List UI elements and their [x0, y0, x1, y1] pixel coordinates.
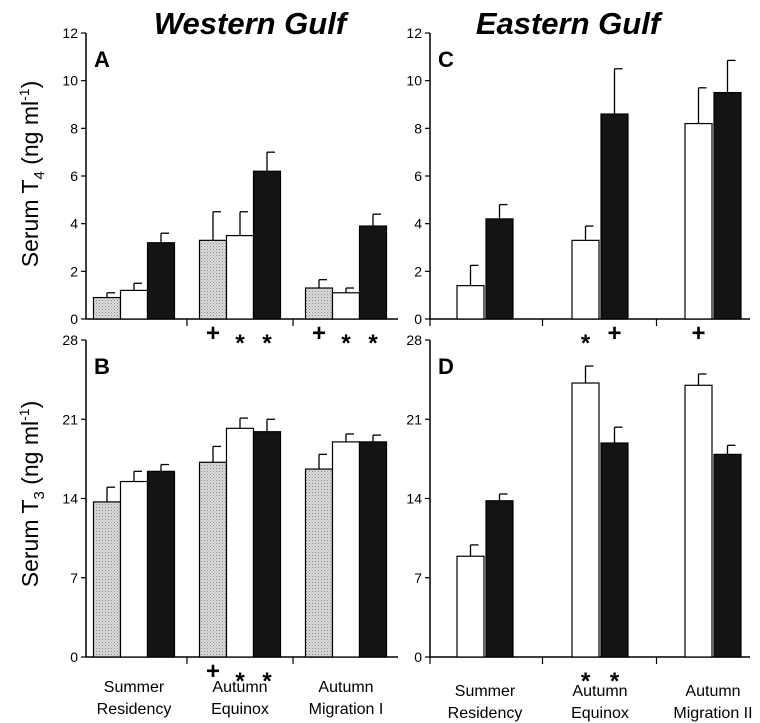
panel-letter: A: [94, 47, 110, 72]
bar-filled: [146, 242, 176, 320]
category-label: Summer: [455, 683, 516, 700]
y-tick-label: 14: [62, 491, 78, 507]
y-tick-label: 0: [414, 649, 422, 665]
asterisk-mark: *: [368, 330, 378, 357]
bar-filled: [485, 500, 514, 658]
asterisk-mark: *: [581, 668, 591, 695]
y-tick-label: 21: [406, 411, 422, 427]
bar-open: [225, 234, 255, 320]
category-label: Equinox: [571, 705, 629, 722]
panel-d: 0 7 14 21 28 D * *: [406, 332, 750, 695]
bar-open: [331, 292, 361, 320]
y-tick-label: 0: [414, 311, 422, 327]
panel-letter: D: [438, 354, 454, 379]
panel-a: 0 2 4 6 8 10 12 A + * * + * *: [62, 25, 398, 357]
category-label: Migration I: [309, 701, 384, 718]
y-tick-label: 10: [62, 73, 78, 89]
bar-open: [684, 122, 713, 320]
bar-filled: [485, 218, 514, 320]
bar-open: [119, 289, 149, 320]
eastern-gulf-title: Eastern Gulf: [476, 6, 663, 41]
y-tick-label: 10: [406, 73, 422, 89]
plus-mark: +: [206, 658, 220, 685]
asterisk-mark: *: [341, 330, 351, 357]
y-tick-label: 7: [414, 570, 422, 586]
bar-open: [119, 480, 149, 658]
y-tick-label: 2: [414, 263, 422, 279]
asterisk-mark: *: [235, 330, 245, 357]
y-tick-label: 8: [414, 120, 422, 136]
plus-mark: +: [312, 320, 326, 347]
bar-open: [684, 384, 713, 658]
y-tick-label: 7: [70, 570, 78, 586]
category-label: Autumn: [318, 679, 373, 696]
bar-stippled: [198, 239, 228, 320]
asterisk-mark: *: [262, 330, 272, 357]
bar-stippled: [304, 287, 334, 320]
bar-filled: [600, 113, 629, 320]
bar-open: [571, 382, 600, 658]
y-tick-label: 21: [62, 411, 78, 427]
asterisk-mark: *: [235, 668, 245, 695]
y-tick-label: 4: [414, 216, 422, 232]
category-label: Summer: [104, 679, 165, 696]
bar-stippled: [304, 468, 334, 658]
y-tick-label: 12: [62, 25, 78, 41]
panel-c: 0 2 4 6 8 10 12 C * + +: [406, 25, 750, 357]
asterisk-mark: *: [262, 668, 272, 695]
panel-b: 0 7 14 21 28 B + * *: [62, 332, 398, 695]
y-tick-label: 6: [70, 168, 78, 184]
bar-stippled: [198, 461, 228, 658]
bar-stippled: [92, 501, 122, 658]
category-label: Autumn: [685, 683, 740, 700]
panel-letter: B: [94, 354, 110, 379]
y-tick-label: 0: [70, 311, 78, 327]
bar-filled: [252, 170, 282, 320]
category-label: Residency: [97, 701, 172, 718]
y-tick-label: 4: [70, 216, 78, 232]
y-tick-label: 2: [70, 263, 78, 279]
bar-stippled: [92, 296, 122, 320]
y-axis-label-t3: Serum T3 (ng ml-1): [16, 401, 48, 588]
bar-filled: [713, 453, 742, 658]
western-gulf-title: Western Gulf: [154, 6, 349, 41]
bar-filled: [713, 91, 742, 320]
panel-letter: C: [438, 47, 454, 72]
category-label: Autumn: [572, 683, 627, 700]
y-tick-label: 12: [406, 25, 422, 41]
y-tick-label: 8: [70, 120, 78, 136]
category-label: Autumn: [212, 679, 267, 696]
bar-filled: [358, 441, 388, 658]
bar-filled: [252, 431, 282, 658]
y-tick-label: 6: [414, 168, 422, 184]
y-tick-label: 28: [62, 332, 78, 348]
category-label: Equinox: [211, 701, 269, 718]
category-label: Migration II: [673, 705, 752, 722]
bar-open: [456, 555, 485, 658]
bar-filled: [146, 470, 176, 658]
category-label: Residency: [448, 705, 523, 722]
bar-filled: [600, 442, 629, 658]
bar-open: [571, 239, 600, 320]
y-tick-label: 0: [70, 649, 78, 665]
bar-open: [456, 285, 485, 320]
plus-mark: +: [206, 320, 220, 347]
y-axis-label-t4: Serum T4 (ng ml-1): [16, 81, 48, 268]
plus-mark: +: [691, 320, 705, 347]
bar-open: [225, 427, 255, 658]
category-labels: Summer Residency Autumn Equinox Autumn Migrat…: [97, 679, 753, 722]
bar-open: [331, 441, 361, 658]
y-tick-label: 14: [406, 491, 422, 507]
bar-filled: [358, 225, 388, 320]
chart-panels: 0 2 4 6 8 10 12 A + * * + * * 0 7 14 21 28 B + * * 0 2 4 6 8 10 12 C * +…: [62, 25, 750, 695]
y-tick-label: 28: [406, 332, 422, 348]
plus-mark: +: [607, 320, 621, 347]
asterisk-mark: *: [610, 668, 620, 695]
asterisk-mark: *: [581, 330, 591, 357]
